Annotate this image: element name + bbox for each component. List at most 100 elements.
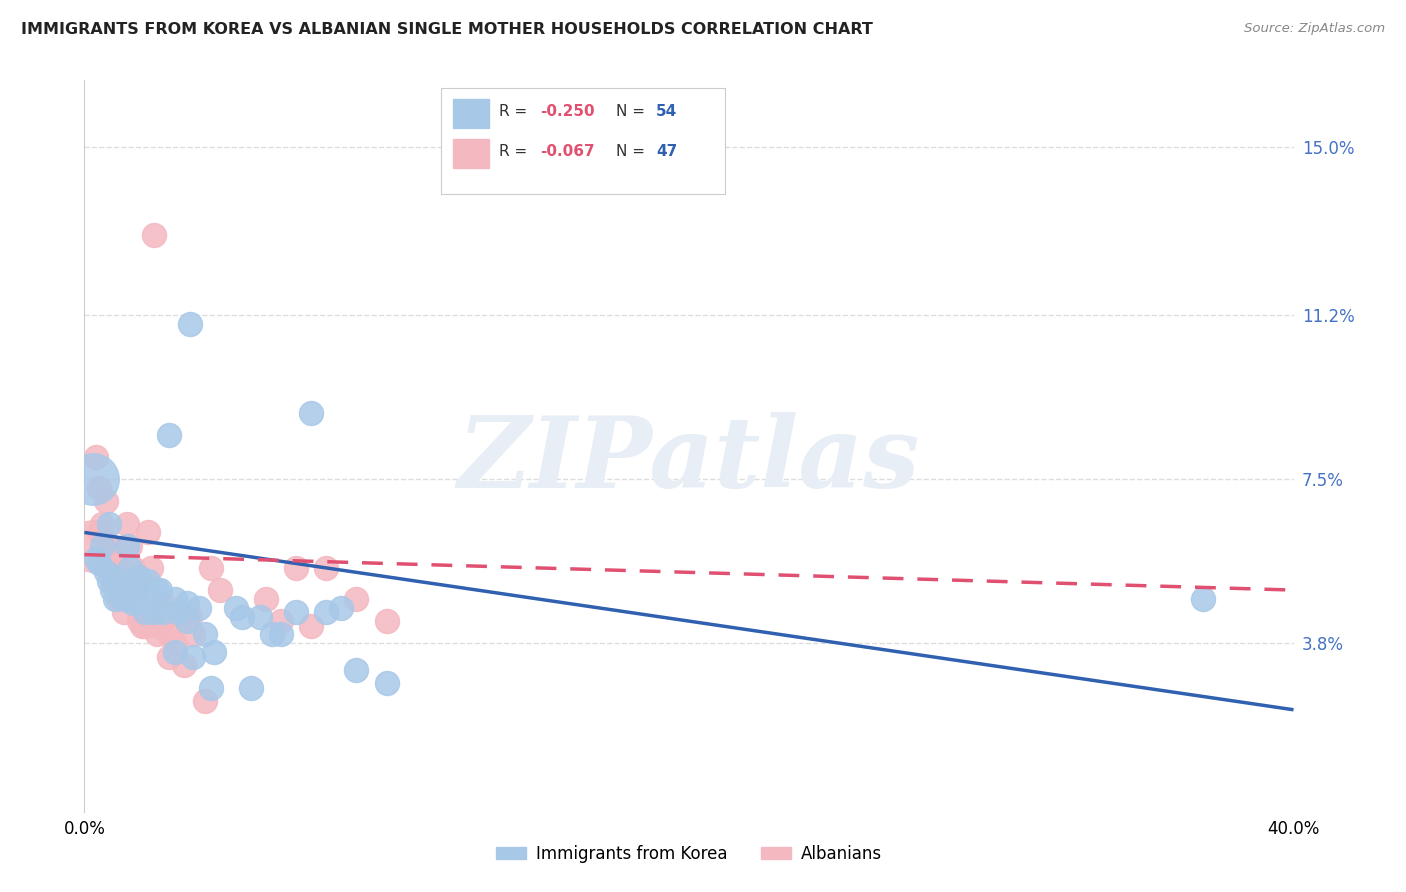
Point bbox=[167, 605, 190, 619]
Point bbox=[89, 557, 111, 571]
Point bbox=[315, 605, 337, 619]
Point bbox=[142, 605, 165, 619]
Text: N =: N = bbox=[616, 145, 650, 160]
Point bbox=[173, 658, 195, 673]
Point bbox=[176, 614, 198, 628]
Point bbox=[200, 681, 222, 695]
Point bbox=[134, 579, 156, 593]
Point bbox=[179, 317, 201, 331]
Point bbox=[346, 663, 368, 677]
Point bbox=[118, 591, 141, 606]
Point bbox=[94, 494, 117, 508]
Point bbox=[91, 516, 114, 531]
Point bbox=[82, 539, 104, 553]
Point bbox=[112, 591, 135, 606]
Point bbox=[146, 583, 169, 598]
Point bbox=[315, 561, 337, 575]
Point bbox=[125, 583, 148, 598]
Point bbox=[121, 583, 143, 598]
Point bbox=[299, 406, 322, 420]
Point bbox=[181, 627, 204, 641]
Point bbox=[128, 570, 150, 584]
Point bbox=[285, 561, 308, 575]
Point bbox=[112, 605, 135, 619]
Point bbox=[239, 681, 262, 695]
Point bbox=[149, 618, 172, 632]
FancyBboxPatch shape bbox=[453, 139, 489, 168]
Point bbox=[94, 566, 117, 580]
Point bbox=[86, 450, 108, 464]
Point bbox=[249, 609, 271, 624]
Text: IMMIGRANTS FROM KOREA VS ALBANIAN SINGLE MOTHER HOUSEHOLDS CORRELATION CHART: IMMIGRANTS FROM KOREA VS ALBANIAN SINGLE… bbox=[21, 22, 873, 37]
Point bbox=[152, 605, 174, 619]
Point bbox=[157, 428, 180, 442]
Point bbox=[146, 627, 169, 641]
Point bbox=[194, 627, 217, 641]
Point bbox=[136, 574, 159, 589]
Point bbox=[176, 596, 198, 610]
Point bbox=[152, 596, 174, 610]
Point bbox=[110, 587, 132, 601]
Point bbox=[139, 596, 162, 610]
Point bbox=[194, 694, 217, 708]
Text: N =: N = bbox=[616, 103, 650, 119]
Point bbox=[270, 627, 292, 641]
Point bbox=[82, 472, 104, 486]
Point bbox=[254, 591, 277, 606]
Point bbox=[134, 618, 156, 632]
Point bbox=[157, 627, 180, 641]
Point bbox=[200, 561, 222, 575]
Point bbox=[100, 583, 122, 598]
Point bbox=[94, 557, 117, 571]
Text: R =: R = bbox=[499, 103, 533, 119]
Point bbox=[104, 570, 127, 584]
Text: R =: R = bbox=[499, 145, 533, 160]
Point bbox=[104, 552, 127, 566]
Point bbox=[1192, 591, 1215, 606]
Point bbox=[134, 605, 156, 619]
Point bbox=[91, 539, 114, 553]
Point bbox=[100, 570, 122, 584]
Point bbox=[110, 591, 132, 606]
Point bbox=[89, 481, 111, 495]
Text: 54: 54 bbox=[657, 103, 678, 119]
Text: ZIPatlas: ZIPatlas bbox=[458, 412, 920, 508]
Point bbox=[139, 561, 162, 575]
Point bbox=[179, 609, 201, 624]
Text: 47: 47 bbox=[657, 145, 678, 160]
Point bbox=[270, 614, 292, 628]
Point bbox=[97, 561, 120, 575]
Text: -0.250: -0.250 bbox=[540, 103, 595, 119]
Point bbox=[136, 525, 159, 540]
Point bbox=[97, 539, 120, 553]
Point bbox=[375, 676, 398, 690]
Point bbox=[260, 627, 283, 641]
Point bbox=[107, 591, 129, 606]
Point bbox=[131, 618, 153, 632]
Point bbox=[165, 636, 187, 650]
Point bbox=[202, 645, 225, 659]
Point bbox=[121, 596, 143, 610]
Point bbox=[97, 516, 120, 531]
FancyBboxPatch shape bbox=[453, 99, 489, 128]
Point bbox=[231, 609, 253, 624]
Point bbox=[285, 605, 308, 619]
Point bbox=[299, 618, 322, 632]
Point bbox=[188, 600, 211, 615]
Point bbox=[107, 583, 129, 598]
Point bbox=[115, 516, 138, 531]
Point bbox=[181, 649, 204, 664]
Point bbox=[115, 539, 138, 553]
Point bbox=[86, 552, 108, 566]
Legend: Immigrants from Korea, Albanians: Immigrants from Korea, Albanians bbox=[489, 838, 889, 869]
Point bbox=[346, 591, 368, 606]
Point bbox=[118, 539, 141, 553]
Point bbox=[225, 600, 247, 615]
Text: Source: ZipAtlas.com: Source: ZipAtlas.com bbox=[1244, 22, 1385, 36]
Point bbox=[118, 561, 141, 575]
Point bbox=[209, 583, 232, 598]
Point bbox=[139, 591, 162, 606]
Point bbox=[107, 570, 129, 584]
Point bbox=[149, 583, 172, 598]
Point bbox=[89, 525, 111, 540]
